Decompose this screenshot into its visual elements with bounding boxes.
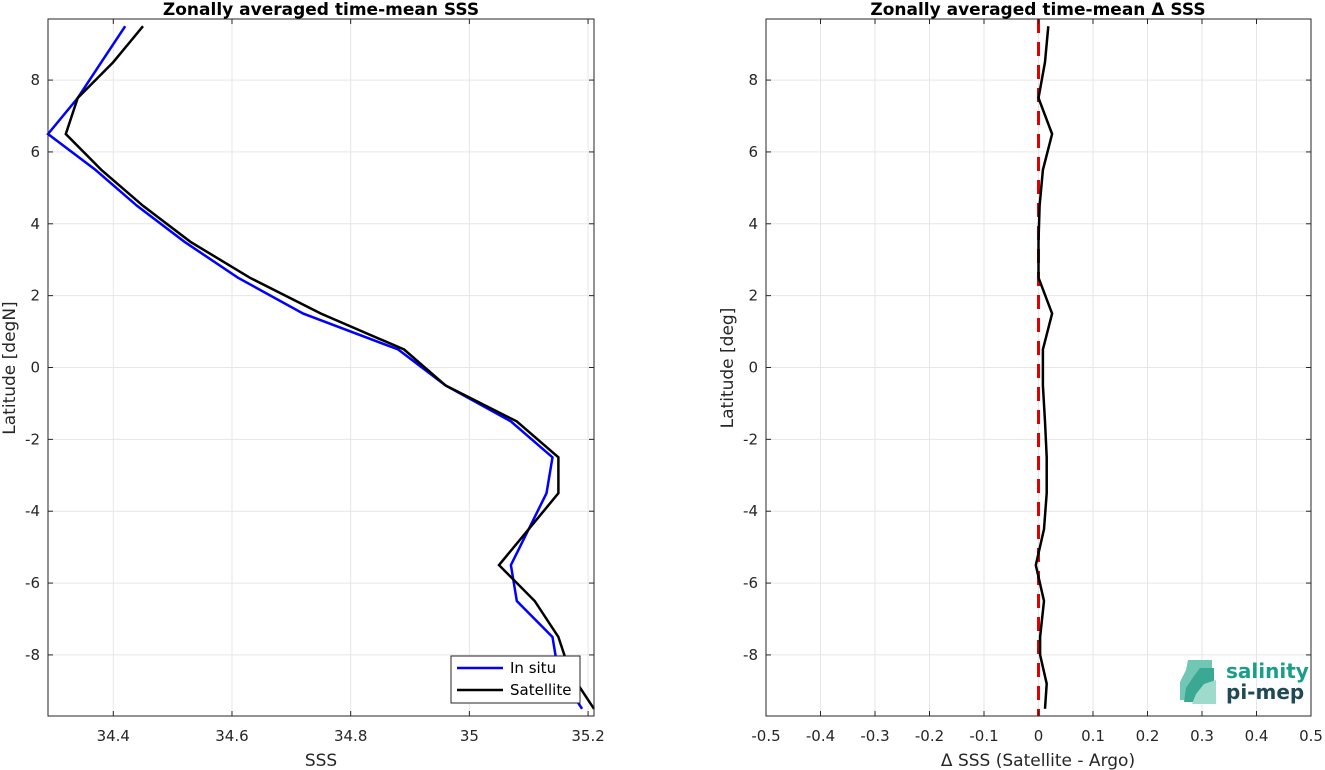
y-tick-label: 4	[30, 215, 40, 233]
x-tick-label: 35.2	[571, 727, 604, 745]
legend-label-in-situ: In situ	[510, 659, 556, 677]
x-tick-label: 34.6	[215, 727, 248, 745]
sss-profile-panel: 34.4 34.6 34.8 35 35.2 -8 -6 -4 -2 0 2 4 6 8 Zonally…	[0, 0, 605, 770]
y-tick-label: -4	[25, 502, 40, 520]
logo-text-pi-mep: pi-mep	[1226, 680, 1304, 704]
y-tick-label: -8	[25, 646, 40, 664]
series-lines	[1034, 26, 1054, 709]
y-tick-label: 8	[748, 71, 758, 89]
y-tick-labels: -8 -6 -4 -2 0 2 4 6 8	[743, 71, 1311, 664]
y-tick-label: -2	[25, 430, 40, 448]
x-tick-label: -0.4	[806, 727, 835, 745]
y-axis-label: Latitude [degN]	[0, 301, 20, 434]
x-tick-label: 35	[460, 727, 479, 745]
legend: In situ Satellite	[450, 655, 581, 704]
y-tick-label: 0	[748, 359, 758, 377]
y-tick-label: 6	[748, 143, 758, 161]
x-tick-label: -0.3	[860, 727, 889, 745]
chart-title: Zonally averaged time-mean SSS	[163, 0, 479, 20]
salinity-pi-mep-logo: salinity pi-mep	[1180, 659, 1309, 704]
y-tick-label: 2	[748, 287, 758, 305]
x-tick-label: 0.5	[1299, 727, 1323, 745]
chart-title: Zonally averaged time-mean Δ SSS	[870, 0, 1205, 20]
y-tick-label: -2	[743, 430, 758, 448]
legend-box	[450, 655, 581, 704]
series-line-in-situ	[46, 25, 584, 710]
x-axis-label: Δ SSS (Satellite - Argo)	[941, 751, 1135, 770]
series-lines	[46, 25, 596, 710]
x-tick-label: 34.8	[334, 727, 367, 745]
x-tick-label: 0.2	[1136, 727, 1160, 745]
y-tick-label: 8	[30, 71, 40, 89]
y-tick-label: 6	[30, 143, 40, 161]
logo-wave-layer	[1192, 680, 1216, 704]
y-tick-label: -8	[743, 646, 758, 664]
x-tick-labels: -0.5 -0.4 -0.3 -0.2 -0.1 0 0.1 0.2 0.3 0.4 0.5	[751, 19, 1323, 745]
logo-text-salinity: salinity	[1226, 659, 1309, 683]
y-tick-labels: -8 -6 -4 -2 0 2 4 6 8	[25, 71, 594, 664]
x-tick-label: -0.2	[915, 727, 944, 745]
x-tick-label: 0.4	[1245, 727, 1269, 745]
y-tick-label: 2	[30, 287, 40, 305]
series-line-delta-sss	[1034, 26, 1054, 709]
y-tick-label: -4	[743, 502, 758, 520]
y-tick-label: -6	[25, 574, 40, 592]
x-tick-label: -0.1	[969, 727, 998, 745]
y-tick-label: 0	[30, 359, 40, 377]
y-tick-label: 4	[748, 215, 758, 233]
x-tick-label: 34.4	[97, 727, 130, 745]
series-line-satellite	[64, 25, 596, 710]
delta-sss-panel: -0.5 -0.4 -0.3 -0.2 -0.1 0 0.1 0.2 0.3 0.4 0.5 -8-…	[718, 0, 1323, 770]
x-axis-label: SSS	[305, 751, 337, 770]
x-tick-labels: 34.4 34.6 34.8 35 35.2	[97, 19, 605, 745]
legend-label-satellite: Satellite	[510, 681, 571, 699]
gridlines	[48, 19, 594, 716]
x-tick-label: 0.1	[1081, 727, 1105, 745]
x-tick-label: 0	[1034, 727, 1044, 745]
x-tick-label: -0.5	[751, 727, 780, 745]
y-axis-label: Latitude [deg]	[718, 308, 738, 429]
y-tick-label: -6	[743, 574, 758, 592]
x-tick-label: 0.3	[1190, 727, 1214, 745]
